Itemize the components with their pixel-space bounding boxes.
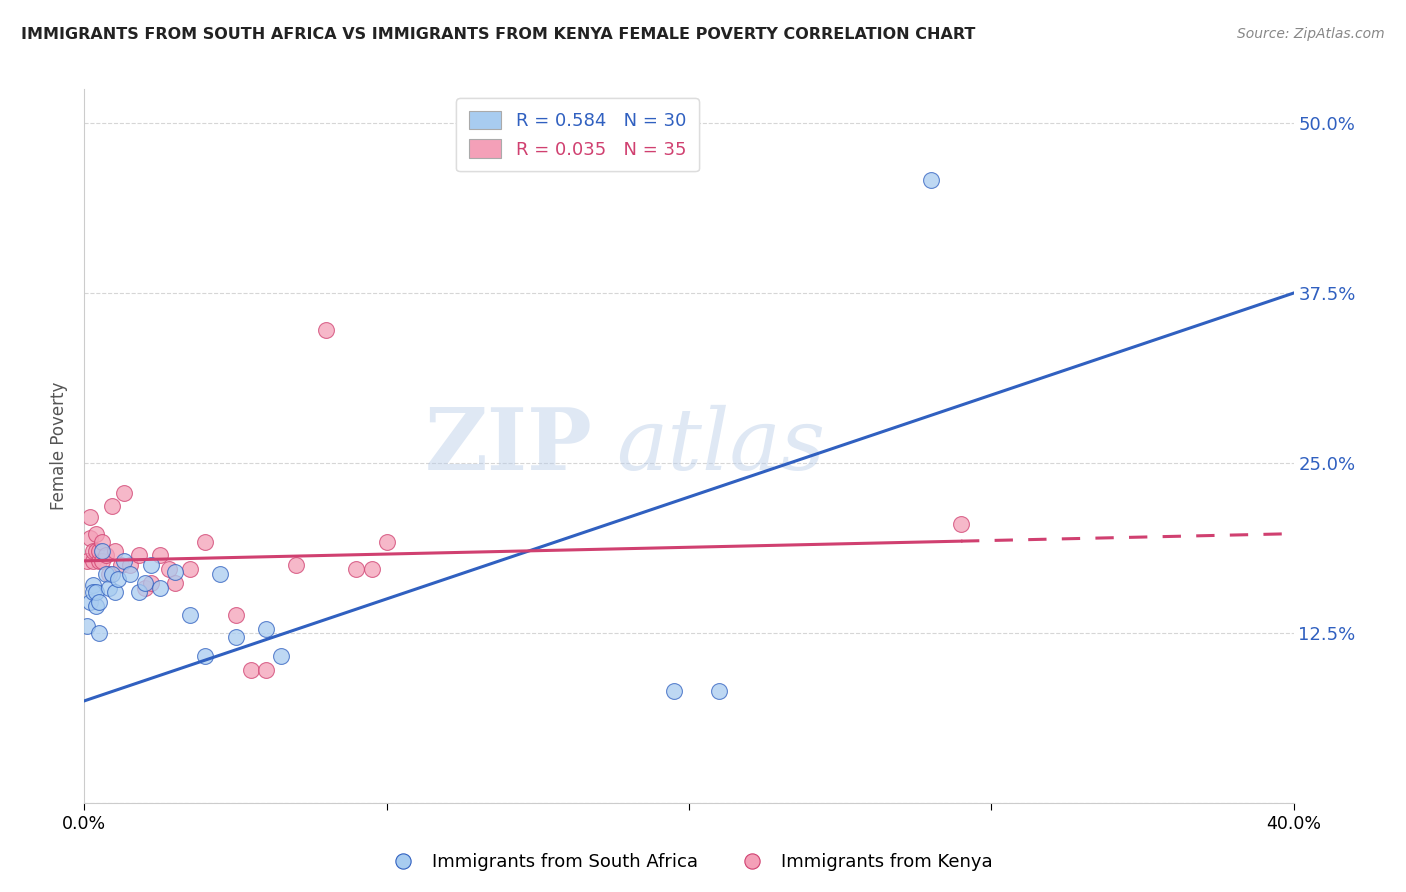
Point	[91, 554, 114, 568]
Point	[94, 567, 117, 582]
Point	[360, 562, 382, 576]
Legend: R = 0.584   N = 30, R = 0.035   N = 35: R = 0.584 N = 30, R = 0.035 N = 35	[456, 98, 699, 171]
Point	[110, 558, 132, 572]
Point	[139, 558, 162, 572]
Point	[107, 572, 129, 586]
Point	[209, 567, 232, 582]
Point	[375, 534, 398, 549]
Point	[254, 622, 277, 636]
Point	[165, 575, 187, 590]
Point	[82, 578, 104, 592]
Point	[112, 554, 135, 568]
Point	[194, 534, 217, 549]
Point	[79, 594, 101, 608]
Point	[82, 554, 104, 568]
Text: Source: ZipAtlas.com: Source: ZipAtlas.com	[1237, 27, 1385, 41]
Point	[239, 663, 262, 677]
Point	[662, 684, 685, 698]
Point	[225, 608, 247, 623]
Point	[86, 599, 108, 613]
Point	[104, 544, 127, 558]
Point	[86, 544, 108, 558]
Point	[76, 554, 98, 568]
Point	[118, 567, 141, 582]
Y-axis label: Female Poverty: Female Poverty	[51, 382, 69, 510]
Point	[89, 594, 111, 608]
Point	[82, 544, 104, 558]
Point	[97, 581, 120, 595]
Text: atlas: atlas	[616, 405, 825, 487]
Point	[79, 510, 101, 524]
Point	[950, 517, 973, 532]
Point	[82, 585, 104, 599]
Legend: Immigrants from South Africa, Immigrants from Kenya: Immigrants from South Africa, Immigrants…	[378, 847, 1000, 879]
Point	[128, 585, 150, 599]
Text: IMMIGRANTS FROM SOUTH AFRICA VS IMMIGRANTS FROM KENYA FEMALE POVERTY CORRELATION: IMMIGRANTS FROM SOUTH AFRICA VS IMMIGRAN…	[21, 27, 976, 42]
Point	[285, 558, 308, 572]
Point	[270, 648, 292, 663]
Point	[100, 567, 122, 582]
Point	[89, 626, 111, 640]
Point	[139, 575, 162, 590]
Point	[100, 500, 122, 514]
Point	[97, 567, 120, 582]
Point	[315, 323, 337, 337]
Point	[157, 562, 180, 576]
Text: ZIP: ZIP	[425, 404, 592, 488]
Point	[225, 630, 247, 644]
Point	[91, 534, 114, 549]
Point	[179, 562, 201, 576]
Point	[91, 544, 114, 558]
Point	[134, 581, 156, 595]
Point	[149, 581, 172, 595]
Point	[165, 565, 187, 579]
Point	[86, 585, 108, 599]
Point	[118, 558, 141, 572]
Point	[128, 549, 150, 563]
Point	[104, 585, 127, 599]
Point	[86, 526, 108, 541]
Point	[194, 648, 217, 663]
Point	[79, 531, 101, 545]
Point	[112, 486, 135, 500]
Point	[94, 549, 117, 563]
Point	[179, 608, 201, 623]
Point	[149, 549, 172, 563]
Point	[89, 554, 111, 568]
Point	[709, 684, 731, 698]
Point	[76, 619, 98, 633]
Point	[920, 173, 942, 187]
Point	[134, 575, 156, 590]
Point	[89, 544, 111, 558]
Point	[254, 663, 277, 677]
Point	[346, 562, 368, 576]
